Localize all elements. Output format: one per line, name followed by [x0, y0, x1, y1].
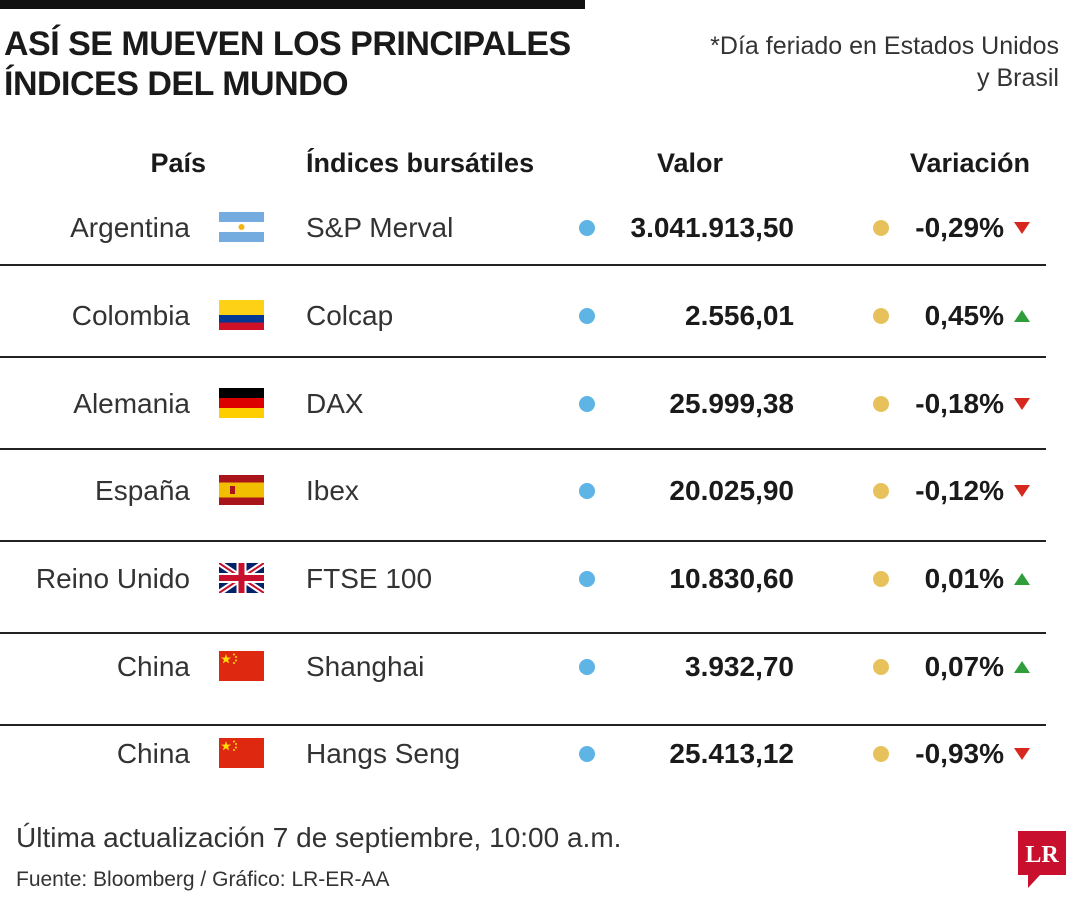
index-value: 2.556,01 — [685, 300, 794, 331]
header-country: País — [150, 148, 206, 178]
variation-dot — [873, 746, 889, 762]
variation-dot — [873, 220, 889, 236]
index-value: 25.413,12 — [669, 738, 794, 769]
header-index: Índices bursátiles — [306, 148, 535, 178]
table-row: Reino Unido FTSE 100 10.830,60 0,01% — [0, 558, 1080, 598]
top-bar — [0, 0, 585, 9]
arrow-up-icon — [1013, 572, 1031, 586]
variation-dot — [873, 659, 889, 675]
last-updated: Última actualización 7 de septiembre, 10… — [16, 822, 622, 853]
variation-dot — [873, 483, 889, 499]
uk-flag-icon — [219, 563, 264, 593]
index-value: 3.041.913,50 — [630, 212, 795, 243]
variation-value: -0,93% — [915, 738, 1004, 769]
table-row: España Ibex 20.025,90 -0,12% — [0, 470, 1080, 510]
variation-dot — [873, 308, 889, 324]
index-value: 3.932,70 — [685, 651, 794, 682]
index-name: Ibex — [306, 475, 359, 506]
country-name: Argentina — [70, 212, 190, 243]
index-name: Colcap — [306, 300, 394, 331]
page-title: ASÍ SE MUEVEN LOS PRINCIPALES ÍNDICES DE… — [4, 25, 571, 103]
country-name: China — [116, 651, 190, 682]
variation-value: 0,07% — [924, 651, 1004, 682]
value-dot — [579, 746, 595, 762]
table-row: Colombia Colcap 2.556,01 0,45% — [0, 295, 1080, 335]
germany-flag-icon — [219, 388, 264, 418]
country-name: Colombia — [71, 300, 190, 331]
arrow-down-icon — [1013, 747, 1031, 761]
variation-value: -0,29% — [915, 212, 1004, 243]
value-dot — [579, 220, 595, 236]
value-dot — [579, 659, 595, 675]
colombia-flag-icon — [219, 300, 264, 330]
table-row: China Shanghai 3.932,70 0,07% — [0, 646, 1080, 686]
header-value: Valor — [656, 148, 724, 178]
variation-value: -0,12% — [915, 475, 1004, 506]
lr-logo-icon: LR — [1018, 831, 1066, 889]
index-name: Shanghai — [306, 651, 425, 682]
value-dot — [579, 483, 595, 499]
row-divider — [0, 448, 1046, 450]
value-dot — [579, 308, 595, 324]
country-name: China — [116, 738, 190, 769]
index-name: Hangs Seng — [306, 738, 461, 769]
country-name: España — [95, 475, 190, 506]
header-variation: Variación — [909, 148, 1030, 178]
arrow-up-icon — [1013, 660, 1031, 674]
arrow-down-icon — [1013, 484, 1031, 498]
country-name: Reino Unido — [35, 563, 190, 594]
spain-flag-icon — [219, 475, 264, 505]
country-name: Alemania — [73, 388, 190, 419]
variation-dot — [873, 571, 889, 587]
arrow-down-icon — [1013, 397, 1031, 411]
arrow-up-icon — [1013, 309, 1031, 323]
china-flag-icon — [219, 651, 264, 681]
index-name: DAX — [306, 388, 364, 419]
holiday-note: *Día feriado en Estados Unidos y Brasil — [710, 32, 1059, 92]
row-divider — [0, 724, 1046, 726]
argentina-flag-icon — [219, 212, 264, 242]
svg-text:LR: LR — [1025, 842, 1059, 868]
value-dot — [579, 396, 595, 412]
row-divider — [0, 632, 1046, 634]
arrow-down-icon — [1013, 221, 1031, 235]
variation-value: 0,01% — [924, 563, 1004, 594]
index-name: S&P Merval — [306, 212, 454, 243]
row-divider — [0, 540, 1046, 542]
index-value: 20.025,90 — [669, 475, 794, 506]
variation-dot — [873, 396, 889, 412]
index-name: FTSE 100 — [306, 563, 433, 594]
variation-value: 0,45% — [924, 300, 1004, 331]
variation-value: -0,18% — [915, 388, 1004, 419]
source-credit: Fuente: Bloomberg / Gráfico: LR-ER-AA — [16, 868, 390, 891]
row-divider — [0, 264, 1046, 266]
index-value: 25.999,38 — [669, 388, 794, 419]
value-dot — [579, 571, 595, 587]
table-row: China Hangs Seng 25.413,12 -0,93% — [0, 733, 1080, 773]
index-value: 10.830,60 — [669, 563, 794, 594]
table-row: Alemania DAX 25.999,38 -0,18% — [0, 383, 1080, 423]
row-divider — [0, 356, 1046, 358]
table-row: Argentina S&P Merval 3.041.913,50 -0,29% — [0, 207, 1080, 247]
china-flag-icon — [219, 738, 264, 768]
